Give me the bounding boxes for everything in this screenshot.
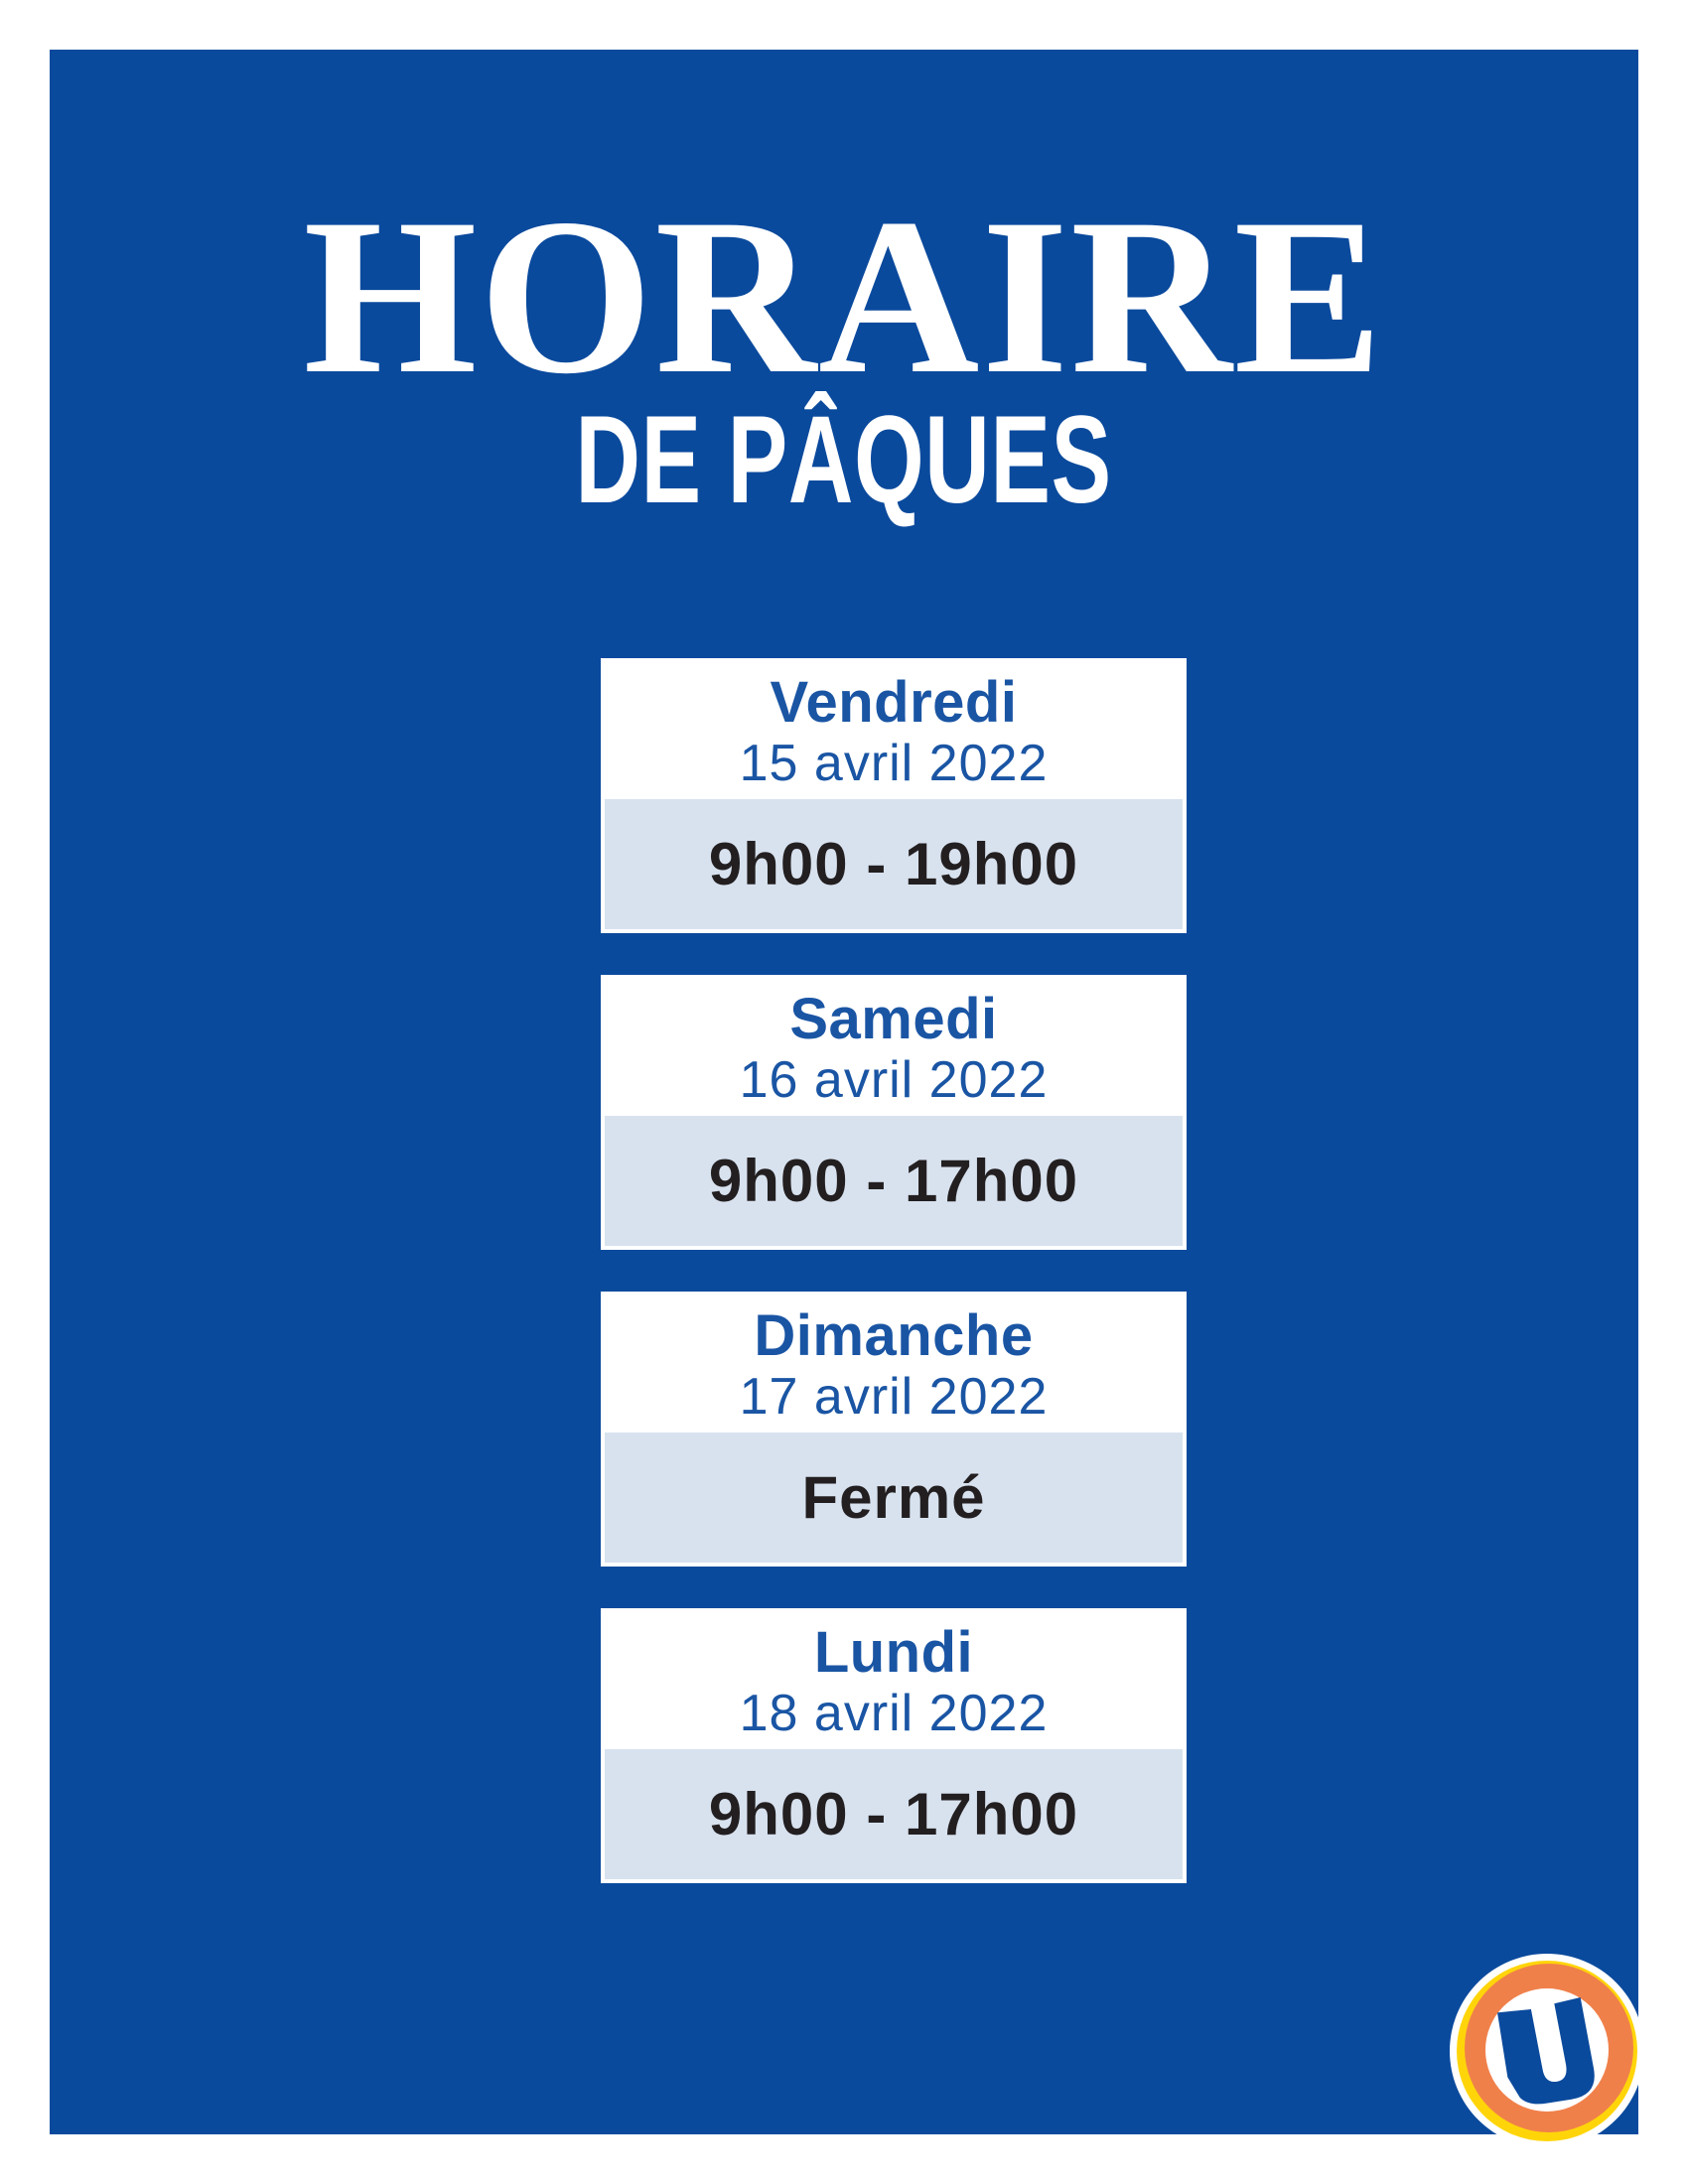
card-hours-section: 9h00 - 19h00 (601, 799, 1187, 933)
schedule-card-monday: Lundi 18 avril 2022 9h00 - 17h00 (601, 1608, 1187, 1883)
day-label: Samedi (789, 986, 998, 1051)
uniprix-u-icon (1450, 1954, 1644, 2148)
hours-label: Fermé (801, 1464, 986, 1531)
date-label: 18 avril 2022 (739, 1684, 1049, 1742)
schedule-list: Vendredi 15 avril 2022 9h00 - 19h00 Same… (601, 658, 1187, 1883)
schedule-card-sunday: Dimanche 17 avril 2022 Fermé (601, 1292, 1187, 1567)
hours-label: 9h00 - 17h00 (708, 1781, 1079, 1847)
poster-subtitle: DE PÂQUES (50, 398, 1638, 522)
poster-title: HORAIRE (303, 172, 1385, 420)
card-hours-section: 9h00 - 17h00 (601, 1749, 1187, 1883)
card-day-section: Samedi 16 avril 2022 (601, 975, 1187, 1116)
schedule-card-saturday: Samedi 16 avril 2022 9h00 - 17h00 (601, 975, 1187, 1250)
poster-blue-panel: HORAIRE DE PÂQUES Vendredi 15 avril 2022… (50, 50, 1644, 2148)
card-day-section: Lundi 18 avril 2022 (601, 1608, 1187, 1749)
date-label: 17 avril 2022 (739, 1367, 1049, 1426)
schedule-card-friday: Vendredi 15 avril 2022 9h00 - 19h00 (601, 658, 1187, 933)
card-hours-section: Fermé (601, 1433, 1187, 1567)
day-label: Vendredi (770, 669, 1018, 735)
day-label: Dimanche (754, 1302, 1034, 1368)
hours-label: 9h00 - 17h00 (708, 1148, 1079, 1214)
card-hours-section: 9h00 - 17h00 (601, 1116, 1187, 1250)
date-label: 15 avril 2022 (739, 734, 1049, 792)
card-day-section: Dimanche 17 avril 2022 (601, 1292, 1187, 1433)
card-day-section: Vendredi 15 avril 2022 (601, 658, 1187, 799)
hours-label: 9h00 - 19h00 (708, 831, 1079, 897)
uniprix-logo (1448, 1952, 1646, 2150)
day-label: Lundi (813, 1619, 974, 1685)
date-label: 16 avril 2022 (739, 1050, 1049, 1109)
poster-subtitle-text: DE PÂQUES (575, 391, 1113, 529)
